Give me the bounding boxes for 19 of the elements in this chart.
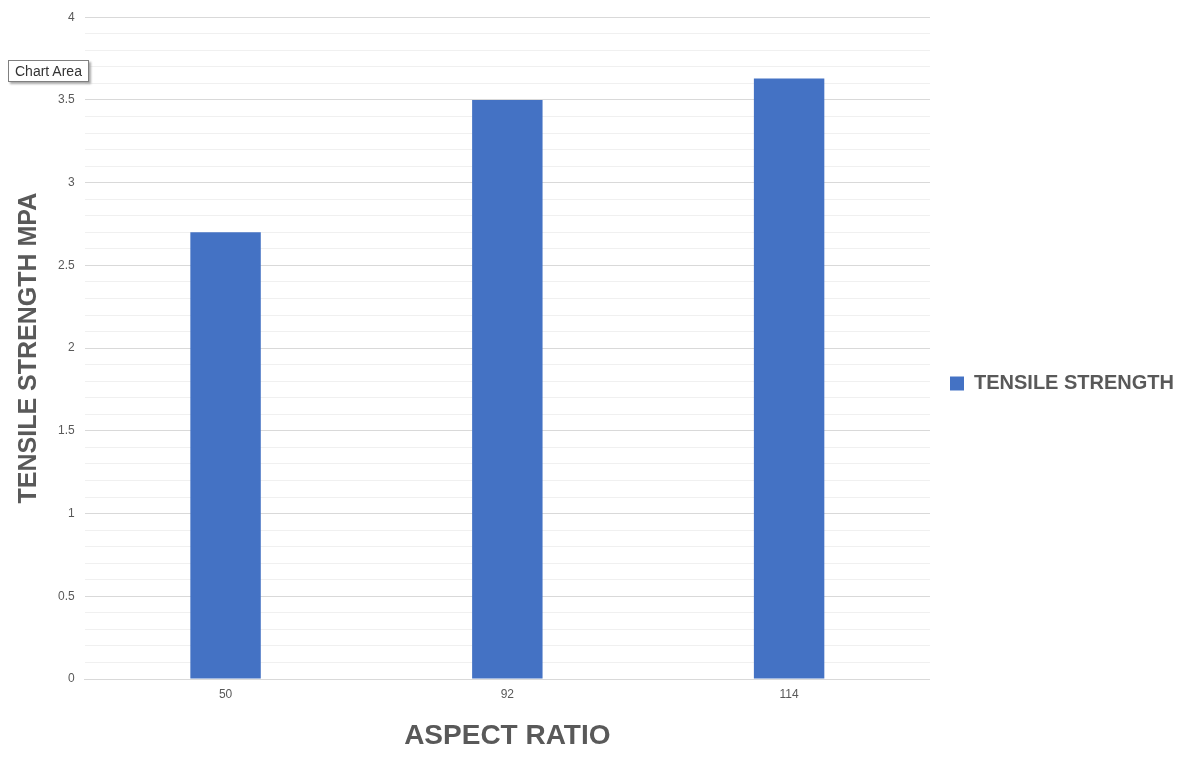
bar [190,232,261,679]
y-tick-label: 4 [67,9,75,24]
y-tick-label: 0 [67,671,75,686]
bar [472,99,543,679]
y-tick-label: 3.5 [57,92,75,107]
y-tick-label: 2 [67,340,75,355]
x-tick-label: 114 [779,686,799,701]
y-tick-label: 0.5 [57,588,75,603]
x-tick-label: 92 [500,686,515,701]
y-tick-label: 1.5 [57,423,75,438]
y-tick-label: 1 [67,505,75,520]
bar [753,78,825,679]
x-tick-label: 50 [218,686,233,701]
legend-label: TENSILE STRENGTH [973,371,1175,394]
text: Chart Area [8,60,89,82]
y-axis-title: TENSILE STRENGTH MPA [12,192,41,504]
y-tick-label: 2.5 [57,257,75,272]
x-axis-title: ASPECT RATIO [404,718,611,750]
y-tick-label: 3 [67,174,75,189]
